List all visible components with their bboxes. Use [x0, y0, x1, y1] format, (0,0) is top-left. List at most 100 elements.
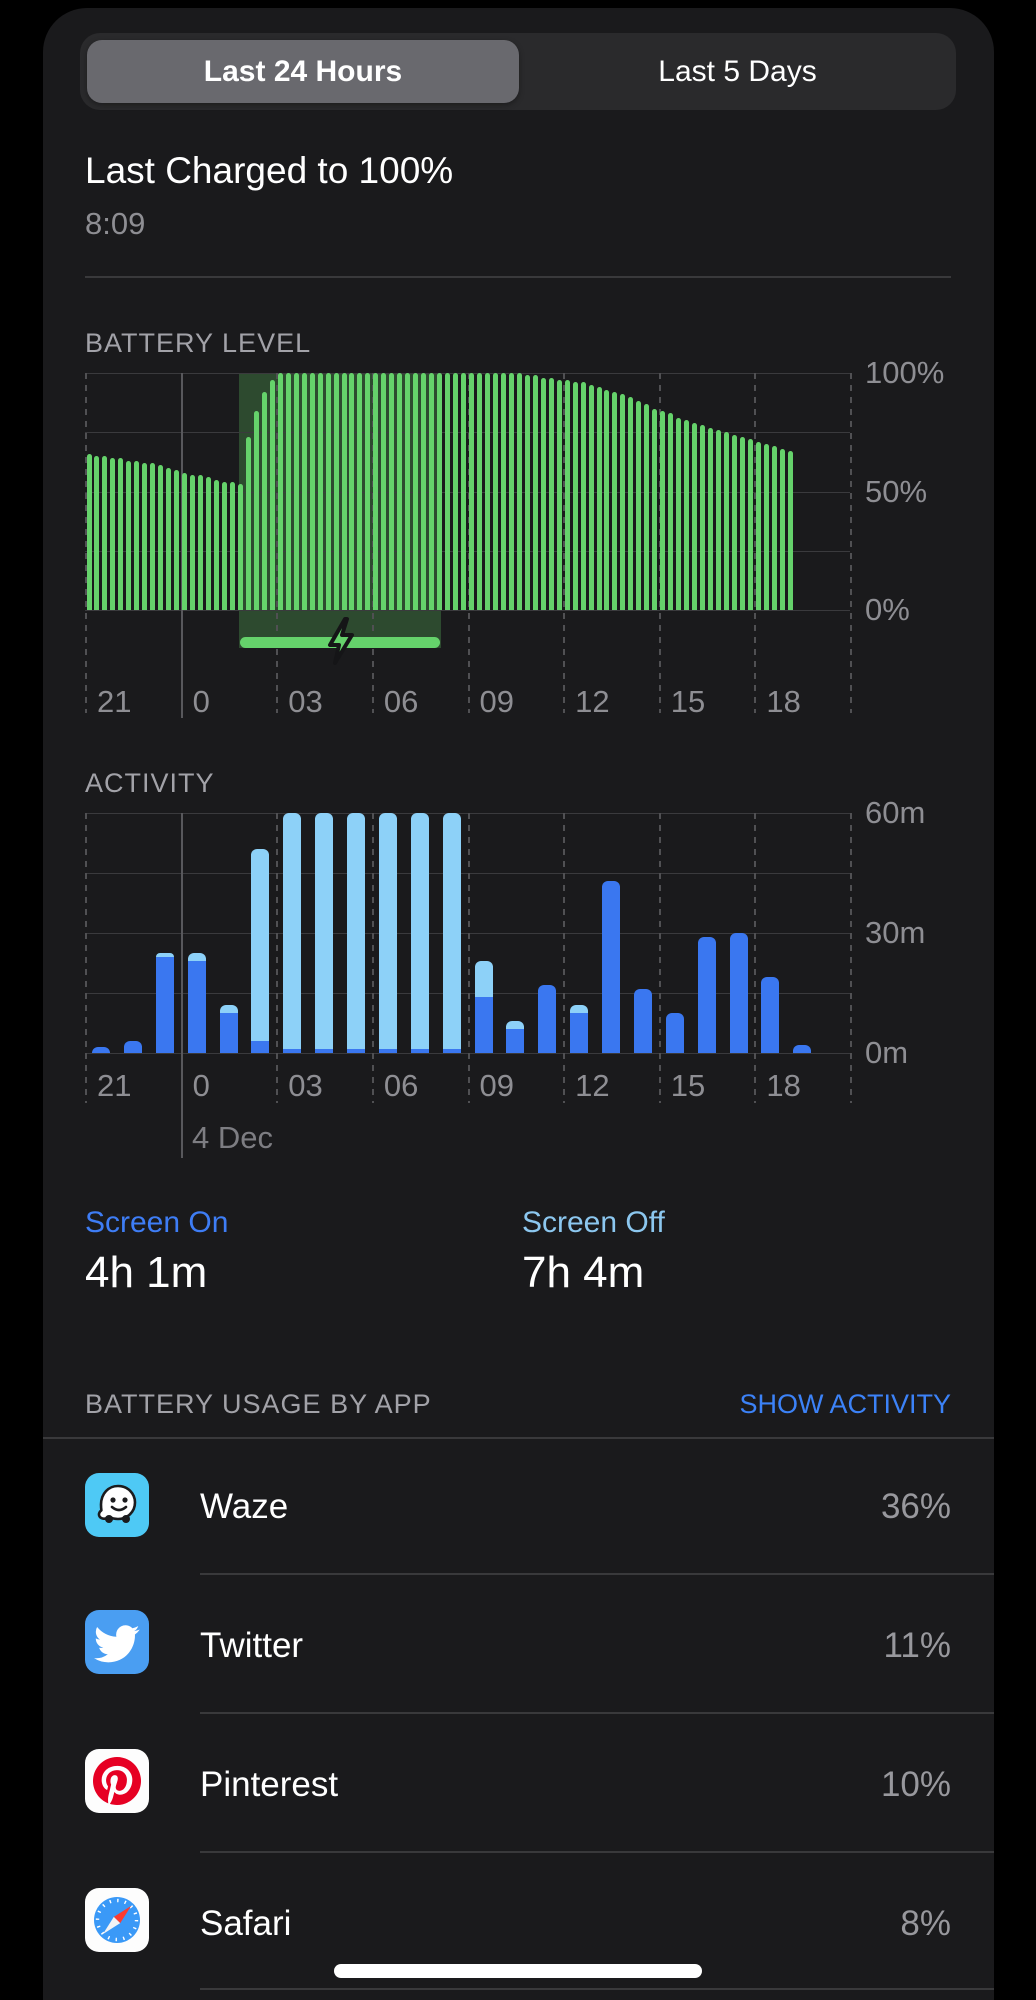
- battery-bar: [771, 446, 777, 610]
- x-tick-label: 09: [479, 1068, 514, 1103]
- battery-bar: [580, 382, 586, 610]
- battery-bar: [644, 403, 650, 610]
- battery-bar: [365, 373, 371, 610]
- battery-bar: [787, 451, 793, 610]
- app-percent: 10%: [880, 1765, 951, 1804]
- app-name[interactable]: Twitter: [200, 1626, 304, 1665]
- battery-bar: [508, 373, 514, 610]
- battery-bar: [548, 377, 554, 610]
- y-tick-label: 50%: [865, 473, 928, 509]
- activity-bar-screen-on: [410, 1049, 429, 1053]
- battery-bar: [293, 373, 299, 610]
- y-tick-label: 100%: [865, 355, 945, 390]
- battery-bar: [381, 373, 387, 610]
- battery-bar: [492, 373, 498, 610]
- battery-bar: [700, 425, 706, 610]
- battery-bar: [341, 373, 347, 610]
- battery-bar: [309, 373, 315, 610]
- app-percent: 36%: [880, 1487, 951, 1526]
- battery-bar: [668, 413, 674, 610]
- battery-bar: [739, 437, 745, 610]
- battery-level-header: BATTERY LEVEL: [85, 328, 312, 358]
- battery-bar: [476, 373, 482, 610]
- battery-bar: [604, 389, 610, 610]
- activity-bar-screen-on: [92, 1047, 110, 1053]
- battery-bar: [277, 373, 283, 610]
- x-tick-label: 12: [575, 684, 610, 719]
- activity-bar-screen-off: [219, 1005, 238, 1013]
- battery-bar: [516, 373, 522, 610]
- activity-bar-screen-on: [442, 1049, 461, 1053]
- x-tick-label: 18: [766, 684, 801, 719]
- activity-bar-screen-on: [283, 1049, 302, 1053]
- twitter-icon: [85, 1610, 149, 1679]
- divider: [43, 1437, 994, 1439]
- battery-bar: [190, 474, 196, 610]
- activity-bar-screen-off: [347, 813, 365, 1049]
- battery-bar: [469, 373, 474, 610]
- v-gridline: [371, 813, 374, 1103]
- x-tick-label: 12: [575, 1068, 610, 1103]
- battery-bar: [94, 455, 100, 610]
- divider: [85, 276, 951, 278]
- battery-bar: [588, 384, 594, 610]
- battery-bar: [237, 484, 243, 610]
- safari-icon: [85, 1888, 149, 1957]
- battery-bar: [405, 373, 411, 610]
- tab-last-5-days[interactable]: Last 5 Days: [658, 55, 817, 88]
- battery-y-axis: 100% 50% 0%: [865, 355, 985, 627]
- battery-bar: [628, 396, 634, 610]
- last-charged-title: Last Charged to 100%: [85, 150, 454, 191]
- battery-bar: [221, 482, 227, 610]
- divider: [200, 1573, 994, 1575]
- v-gridline: [276, 813, 279, 1103]
- activity-bar-screen-off: [410, 813, 429, 1049]
- y-tick-label: 60m: [865, 795, 926, 830]
- battery-bar: [86, 453, 92, 610]
- battery-bar: [716, 429, 722, 610]
- v-gridline: [85, 373, 87, 713]
- activity-bar-screen-on: [761, 977, 780, 1053]
- v-gridline: [85, 813, 87, 1103]
- battery-bar: [484, 373, 490, 610]
- app-name[interactable]: Safari: [200, 1904, 292, 1943]
- battery-bar: [612, 391, 618, 610]
- battery-bar: [429, 373, 435, 610]
- battery-bar: [134, 460, 140, 610]
- battery-bar: [325, 373, 331, 610]
- activity-bar-screen-off: [283, 813, 302, 1049]
- battery-bar: [692, 422, 698, 610]
- battery-bar: [373, 373, 379, 610]
- battery-bar: [317, 373, 323, 610]
- activity-bar-screen-off: [155, 953, 174, 957]
- x-tick-label: 21: [97, 1068, 132, 1103]
- screen-off-value: 7h 4m: [522, 1248, 645, 1297]
- battery-bar: [413, 373, 419, 610]
- battery-bar: [253, 410, 259, 610]
- tab-last-24-hours[interactable]: Last 24 Hours: [203, 55, 403, 88]
- battery-bar: [206, 477, 212, 610]
- show-activity-button[interactable]: SHOW ACTIVITY: [739, 1389, 951, 1419]
- battery-bar: [572, 382, 578, 610]
- home-indicator[interactable]: [334, 1964, 702, 1978]
- battery-bar: [453, 373, 459, 610]
- battery-usage-header: BATTERY USAGE BY APP: [85, 1389, 432, 1419]
- x-tick-label: 09: [479, 684, 514, 719]
- battery-bar: [660, 410, 666, 610]
- app-name[interactable]: Pinterest: [200, 1765, 339, 1804]
- activity-bar-screen-off: [570, 1005, 589, 1013]
- activity-bar-screen-on: [602, 881, 620, 1053]
- battery-bar: [158, 465, 164, 610]
- battery-bar: [102, 455, 108, 610]
- activity-bar-screen-off: [378, 813, 397, 1049]
- v-gridline: [467, 813, 470, 1103]
- battery-bar: [755, 441, 761, 610]
- midnight-gridline: [180, 813, 183, 1158]
- battery-bar: [532, 375, 538, 610]
- v-gridline: [563, 373, 566, 713]
- waze-icon: [85, 1473, 149, 1542]
- screen-off-label: Screen Off: [522, 1206, 665, 1239]
- battery-bar: [261, 391, 267, 610]
- app-name[interactable]: Waze: [200, 1487, 289, 1526]
